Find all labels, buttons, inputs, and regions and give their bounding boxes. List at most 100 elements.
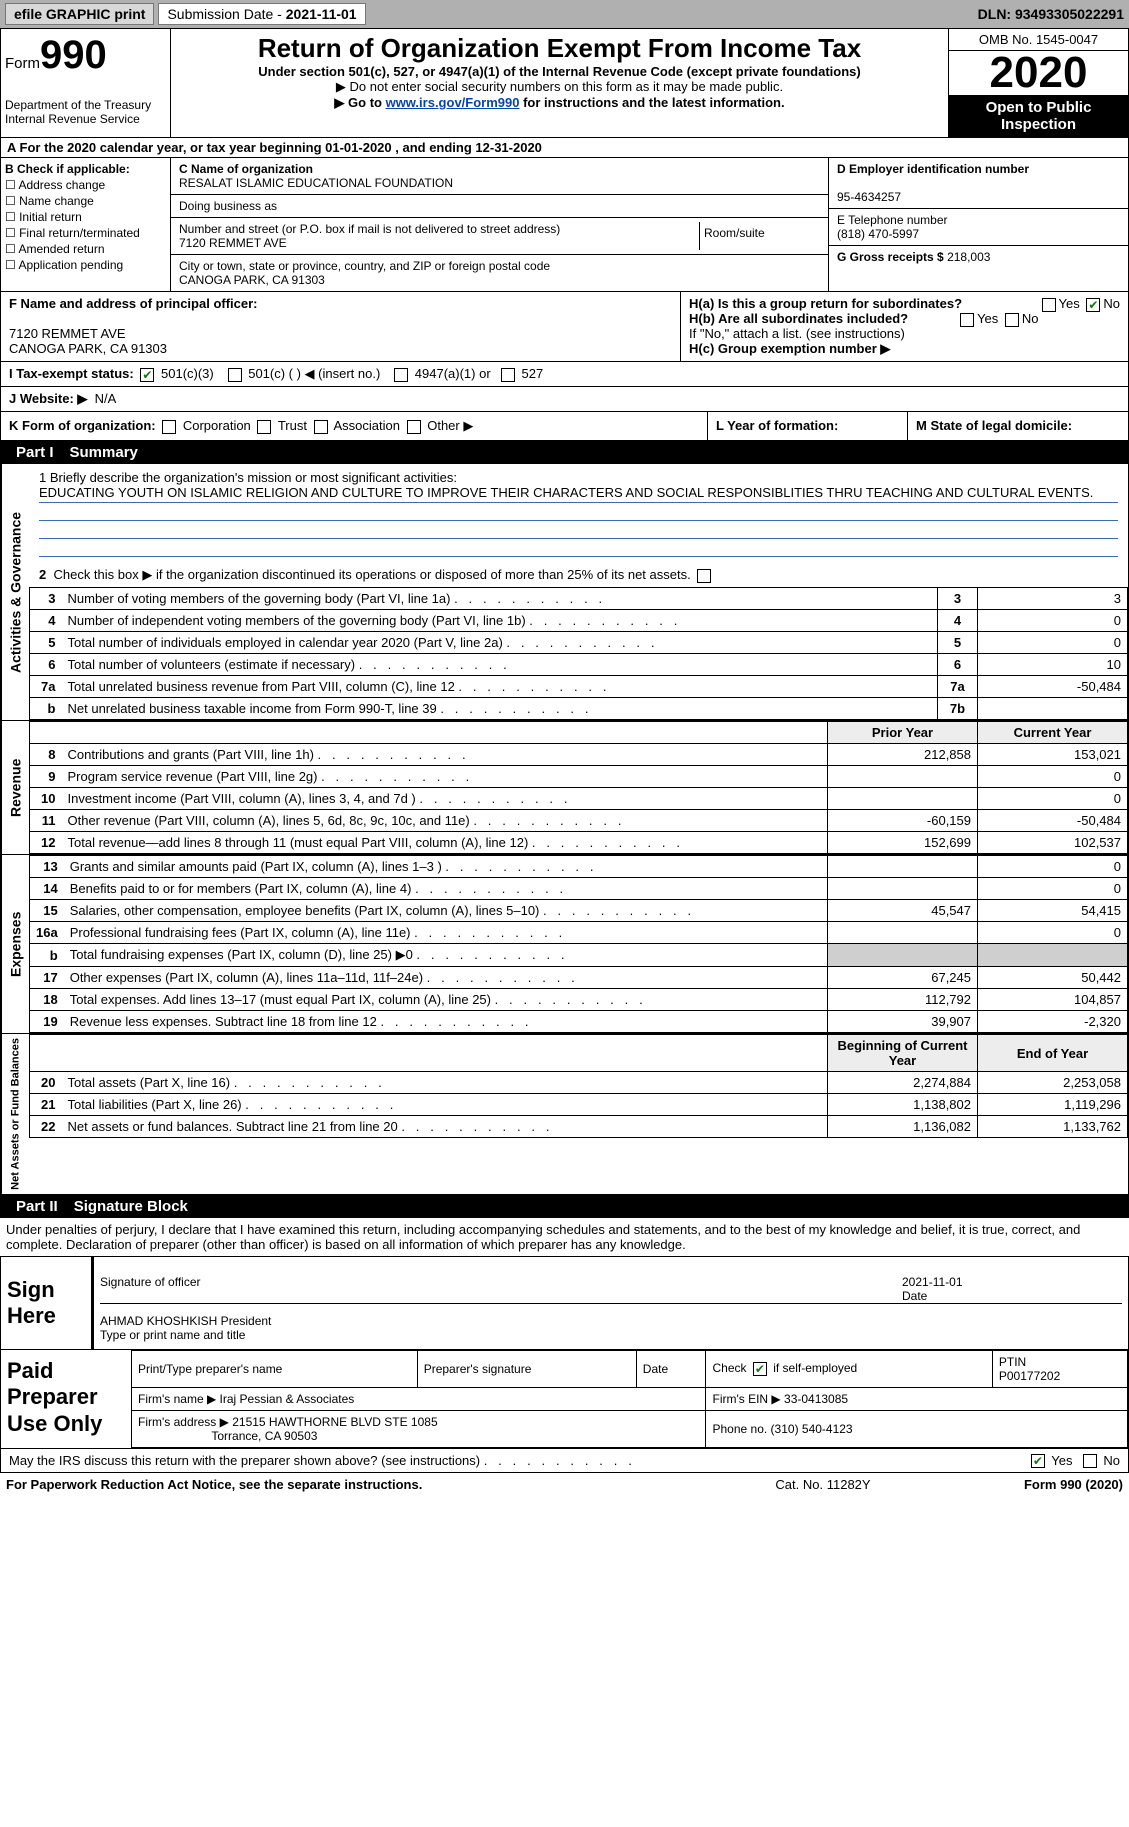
cat-no: Cat. No. 11282Y	[723, 1477, 923, 1492]
officer-addr2: CANOGA PARK, CA 91303	[9, 341, 167, 356]
gross-receipts-label: G Gross receipts $	[837, 250, 947, 264]
hb-no[interactable]	[1005, 313, 1019, 327]
part-i-header: Part ISummary	[0, 441, 1129, 464]
phone-value: (818) 470-5997	[837, 227, 919, 241]
irs-label: Internal Revenue Service	[5, 112, 166, 126]
cb-other[interactable]	[407, 420, 421, 434]
form-id-block: Form990 Department of the Treasury Inter…	[1, 29, 171, 137]
cb-amended[interactable]: ☐ Amended return	[5, 242, 166, 256]
section-f: F Name and address of principal officer:…	[1, 292, 681, 361]
vtab-revenue: Revenue	[1, 721, 29, 854]
page-footer: For Paperwork Reduction Act Notice, see …	[0, 1473, 1129, 1496]
discuss-no[interactable]	[1083, 1454, 1097, 1468]
sig-date: 2021-11-01	[902, 1275, 963, 1289]
paid-preparer-label: Paid Preparer Use Only	[1, 1350, 131, 1448]
ptin-value: P00177202	[999, 1369, 1060, 1383]
cb-4947[interactable]	[394, 368, 408, 382]
officer-name: AHMAD KHOSHKISH President	[100, 1314, 271, 1328]
firm-addr1: 21515 HAWTHORNE BLVD STE 1085	[232, 1415, 437, 1429]
org-name: RESALAT ISLAMIC EDUCATIONAL FOUNDATION	[179, 176, 453, 190]
phone-label: E Telephone number	[837, 213, 948, 227]
mission-block: 1 Briefly describe the organization's mi…	[29, 464, 1128, 563]
year-formation: L Year of formation:	[716, 418, 838, 433]
efile-print-button[interactable]: efile GRAPHIC print	[5, 3, 154, 25]
form-number: Form990	[5, 33, 166, 78]
submission-date: Submission Date - 2021-11-01	[158, 3, 365, 25]
cb-assoc[interactable]	[314, 420, 328, 434]
state-domicile: M State of legal domicile:	[916, 418, 1072, 433]
city-state-zip: CANOGA PARK, CA 91303	[179, 273, 325, 287]
sign-here-block: Sign Here Signature of officer 2021-11-0…	[0, 1256, 1129, 1350]
entity-info-block: B Check if applicable: ☐ Address change …	[0, 158, 1129, 292]
cb-trust[interactable]	[257, 420, 271, 434]
discuss-yes[interactable]	[1031, 1454, 1045, 1468]
revenue-section: Revenue Prior YearCurrent Year8Contribut…	[0, 721, 1129, 855]
discuss-question: May the IRS discuss this return with the…	[9, 1453, 1028, 1469]
officer-addr1: 7120 REMMET AVE	[9, 326, 126, 341]
net-assets-table: Beginning of Current YearEnd of Year20To…	[29, 1034, 1128, 1138]
firm-name: Iraj Pessian & Associates	[220, 1392, 355, 1406]
tax-exempt-status: I Tax-exempt status: 501(c)(3) 501(c) ( …	[0, 362, 1129, 387]
paperwork-notice: For Paperwork Reduction Act Notice, see …	[6, 1477, 723, 1492]
section-f-h: F Name and address of principal officer:…	[0, 292, 1129, 362]
irs-link[interactable]: www.irs.gov/Form990	[386, 95, 520, 110]
cb-self-employed[interactable]	[753, 1362, 767, 1376]
cb-final-return[interactable]: ☐ Final return/terminated	[5, 226, 166, 240]
net-assets-section: Net Assets or Fund Balances Beginning of…	[0, 1034, 1129, 1195]
name-title-label: Type or print name and title	[100, 1328, 245, 1342]
website-value: N/A	[95, 391, 117, 406]
h-note: If "No," attach a list. (see instruction…	[689, 326, 1120, 341]
k-l-m-row: K Form of organization: Corporation Trus…	[0, 412, 1129, 441]
tax-year: 2020	[949, 51, 1128, 95]
form-title-block: Return of Organization Exempt From Incom…	[171, 29, 948, 137]
dba-label: Doing business as	[179, 199, 277, 213]
open-inspection: Open to Public Inspection	[949, 95, 1128, 137]
cb-501c[interactable]	[228, 368, 242, 382]
cb-discontinued[interactable]	[697, 569, 711, 583]
section-c: C Name of organization RESALAT ISLAMIC E…	[171, 158, 828, 291]
form-title: Return of Organization Exempt From Incom…	[179, 33, 940, 64]
cb-address-change[interactable]: ☐ Address change	[5, 178, 166, 192]
paid-preparer-block: Paid Preparer Use Only Print/Type prepar…	[0, 1350, 1129, 1449]
ha-no[interactable]	[1086, 298, 1100, 312]
goto-note: ▶ Go to www.irs.gov/Form990 for instruct…	[179, 95, 940, 111]
ssn-note: ▶ Do not enter social security numbers o…	[179, 79, 940, 95]
activities-governance: Activities & Governance 1 Briefly descri…	[0, 464, 1129, 721]
cb-initial-return[interactable]: ☐ Initial return	[5, 210, 166, 224]
cb-501c3[interactable]	[140, 368, 154, 382]
discuss-row: May the IRS discuss this return with the…	[0, 1449, 1129, 1474]
firm-addr2: Torrance, CA 90503	[211, 1429, 317, 1443]
vtab-net-assets: Net Assets or Fund Balances	[1, 1034, 29, 1194]
paid-preparer-table: Print/Type preparer's name Preparer's si…	[131, 1350, 1128, 1448]
firm-phone: (310) 540-4123	[771, 1422, 853, 1436]
cb-name-change[interactable]: ☐ Name change	[5, 194, 166, 208]
ha-yes[interactable]	[1042, 298, 1056, 312]
hc-label: H(c) Group exemption number ▶	[689, 341, 890, 356]
year-block: OMB No. 1545-0047 2020 Open to Public In…	[948, 29, 1128, 137]
cb-corp[interactable]	[162, 420, 176, 434]
firm-ein: 33-0413085	[784, 1392, 848, 1406]
cb-527[interactable]	[501, 368, 515, 382]
room-suite: Room/suite	[700, 222, 820, 250]
gross-receipts-value: 218,003	[947, 250, 990, 264]
governance-table: 3Number of voting members of the governi…	[29, 587, 1128, 720]
penalties-text: Under penalties of perjury, I declare th…	[0, 1218, 1129, 1256]
hb-yes[interactable]	[960, 313, 974, 327]
section-a: A For the 2020 calendar year, or tax yea…	[0, 138, 1129, 158]
part-ii-header: Part IISignature Block	[0, 1195, 1129, 1218]
section-b: B Check if applicable: ☐ Address change …	[1, 158, 171, 291]
form-ref: Form 990 (2020)	[923, 1477, 1123, 1492]
mission-text: EDUCATING YOUTH ON ISLAMIC RELIGION AND …	[39, 485, 1118, 503]
vtab-activities: Activities & Governance	[1, 464, 29, 720]
street-address: 7120 REMMET AVE	[179, 236, 287, 250]
dept-treasury: Department of the Treasury	[5, 98, 166, 112]
ein-value: 95-4634257	[837, 190, 901, 204]
sig-officer-label: Signature of officer	[100, 1275, 902, 1303]
website-row: J Website: ▶ N/A	[0, 387, 1129, 412]
section-h: H(a) Is this a group return for subordin…	[681, 292, 1128, 361]
vtab-expenses: Expenses	[1, 855, 29, 1033]
cb-application-pending[interactable]: ☐ Application pending	[5, 258, 166, 272]
expenses-section: Expenses 13Grants and similar amounts pa…	[0, 855, 1129, 1034]
top-toolbar: efile GRAPHIC print Submission Date - 20…	[0, 0, 1129, 28]
form-header: Form990 Department of the Treasury Inter…	[0, 28, 1129, 138]
